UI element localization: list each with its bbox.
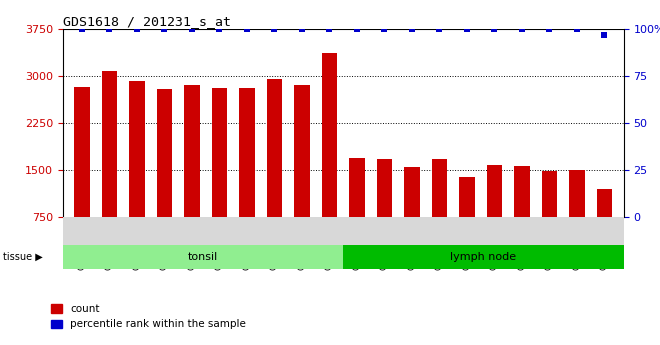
Point [489,27,500,32]
Point [242,27,252,32]
Point [461,27,472,32]
Point [104,27,115,32]
Point [599,32,610,38]
Bar [377,159,392,217]
Bar [267,79,282,217]
Bar [129,81,145,217]
Point [379,27,389,32]
Point [187,27,197,32]
Bar [405,167,420,217]
Bar [75,87,90,217]
Text: GDS1618 / 201231_s_at: GDS1618 / 201231_s_at [63,15,231,28]
Point [131,27,143,32]
Point [544,27,554,32]
Text: tonsil: tonsil [188,252,218,262]
Bar [570,170,585,217]
Point [296,27,307,32]
Bar [157,89,172,217]
Point [324,27,335,32]
Point [269,27,280,32]
Bar [212,88,227,217]
Point [214,27,224,32]
Bar [432,159,447,217]
Point [434,27,445,32]
Point [159,27,170,32]
Bar [459,177,475,217]
Legend: count, percentile rank within the sample: count, percentile rank within the sample [51,304,246,329]
Point [517,27,527,32]
Bar [102,71,117,217]
Bar [322,52,337,217]
Bar [294,85,310,217]
Bar [487,165,502,217]
Bar [542,171,557,217]
Bar [184,85,199,217]
Bar [240,88,255,217]
Point [572,27,582,32]
Bar [63,245,343,269]
Point [407,27,417,32]
Bar [349,158,364,217]
Bar [597,189,612,217]
Text: tissue ▶: tissue ▶ [3,252,43,262]
Point [77,27,87,32]
Bar [514,166,529,217]
Point [352,27,362,32]
Text: lymph node: lymph node [450,252,517,262]
Bar [343,245,624,269]
